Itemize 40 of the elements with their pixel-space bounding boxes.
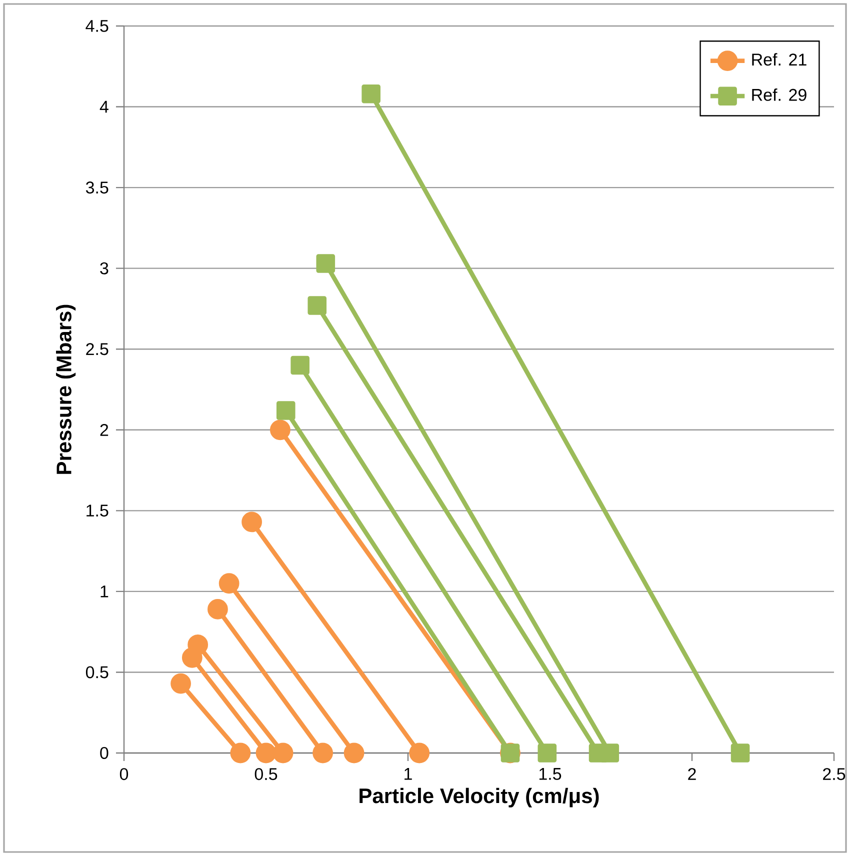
x-tick-label: 2 xyxy=(688,768,696,780)
point xyxy=(312,742,333,764)
x-tick-label: 2.5 xyxy=(823,768,846,780)
y-tick-label: 0 xyxy=(100,746,108,760)
point xyxy=(538,744,557,762)
y-tick-label: 2.5 xyxy=(86,343,108,356)
point xyxy=(256,742,276,764)
y-tick-label: 0.5 xyxy=(86,666,108,678)
y-tick-label: 2 xyxy=(100,424,108,436)
point xyxy=(344,742,364,764)
x-axis-title: Particle Velocity (cm/μs) xyxy=(360,788,599,808)
y-tick-label: 1.5 xyxy=(86,504,108,517)
y-tick-label: 4.5 xyxy=(86,20,108,32)
legend-label: Ref. 29 xyxy=(752,88,806,101)
x-tick-label: 0 xyxy=(120,768,128,780)
point xyxy=(218,573,240,594)
y-axis-title: Pressure (Mbars) xyxy=(56,304,76,474)
point xyxy=(600,744,620,762)
point xyxy=(316,254,336,273)
legend-label: Ref. 21 xyxy=(752,53,806,66)
point xyxy=(308,296,327,315)
point xyxy=(290,356,310,375)
point xyxy=(170,673,191,694)
y-tick-label: 3.5 xyxy=(86,182,108,194)
point xyxy=(409,742,430,764)
point xyxy=(272,742,294,764)
point xyxy=(276,401,296,420)
point xyxy=(362,84,380,104)
x-tick-label: 1.5 xyxy=(539,768,562,780)
point xyxy=(242,512,262,532)
y-tick-label: 1 xyxy=(100,586,108,598)
point xyxy=(208,599,228,620)
point xyxy=(188,634,208,655)
x-tick-label: 0.5 xyxy=(254,768,278,780)
point xyxy=(270,420,290,440)
y-tick-label: 4 xyxy=(100,100,108,113)
point xyxy=(730,744,750,762)
x-tick-label: 1 xyxy=(404,768,412,780)
y-tick-label: 3 xyxy=(100,262,108,274)
point xyxy=(230,742,251,764)
